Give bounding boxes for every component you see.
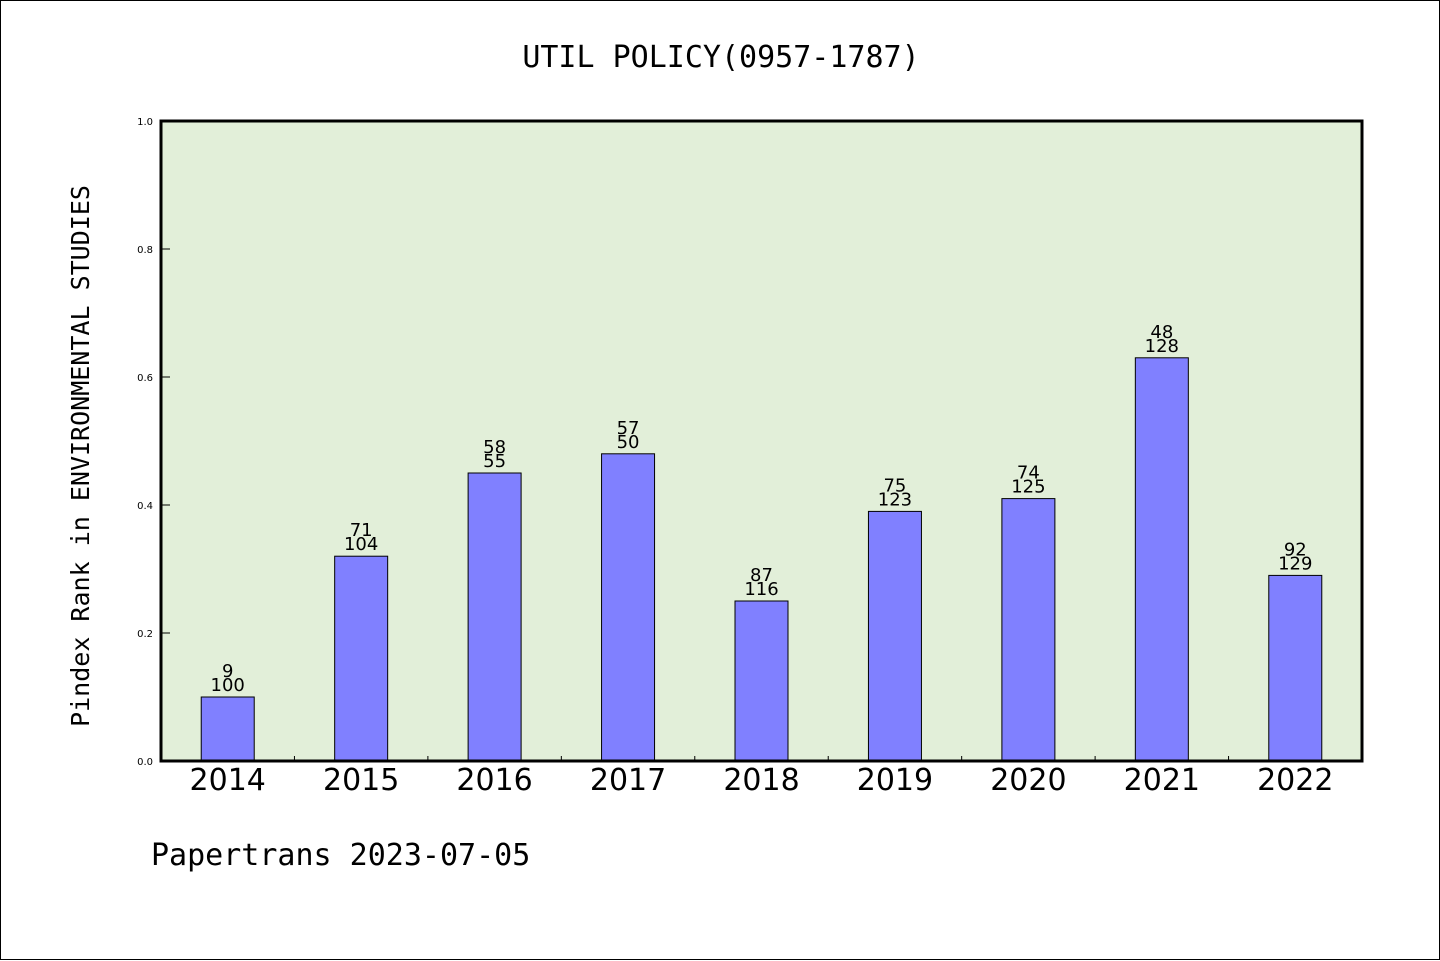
x-tick-label-2015: 2015 [323, 763, 399, 798]
x-tick-label-2020: 2020 [990, 763, 1066, 798]
y-tick-label: 1.0 [137, 117, 153, 128]
y-axis-label: Pindex Rank in ENVIRONMENTAL STUDIES [66, 185, 95, 727]
y-tick-label: 0.2 [137, 629, 153, 640]
plot-border [159, 119, 1364, 763]
y-tick-label: 0.8 [137, 245, 153, 256]
bar-label-bottom-2021: 128 [1145, 336, 1179, 357]
bar-2017 [601, 453, 656, 762]
bar-label-bottom-2020: 125 [1011, 477, 1045, 498]
bar-2014 [200, 696, 255, 762]
bar-label-bottom-2016: 55 [483, 451, 506, 472]
x-tick-label-2016: 2016 [456, 763, 532, 798]
y-tick-label: 0.4 [137, 501, 153, 512]
x-axis-ticks: 2014 2015 2016 2017 2018 2019 2020 2021 2022 [190, 756, 1333, 798]
bar-label-bottom-2014: 100 [211, 675, 245, 696]
bar-label-top-2020: 74 [1017, 463, 1040, 484]
x-tick-label-2021: 2021 [1124, 763, 1200, 798]
bar-label-bottom-2018: 116 [744, 579, 778, 600]
bar-2021 [1134, 357, 1189, 762]
bar-2020 [1001, 498, 1056, 762]
bar-2015 [334, 555, 389, 762]
bar-label-top-2017: 57 [617, 418, 640, 439]
chart-title: UTIL POLICY(0957-1787) [522, 40, 919, 75]
bar-label-top-2021: 48 [1150, 322, 1173, 343]
footer-credit: Papertrans 2023-07-05 [151, 838, 530, 873]
bar-label-top-2014: 9 [222, 661, 233, 682]
bar-2018 [734, 600, 789, 762]
bar-label-bottom-2022: 129 [1278, 553, 1312, 574]
x-tick-label-2017: 2017 [590, 763, 666, 798]
bar-label-top-2015: 71 [350, 520, 373, 541]
bar-label-bottom-2019: 123 [878, 489, 912, 510]
bar-label-bottom-2015: 104 [344, 534, 378, 555]
x-tick-label-2022: 2022 [1257, 763, 1333, 798]
y-tick-label: 0.0 [137, 757, 153, 768]
x-tick-label-2014: 2014 [190, 763, 266, 798]
bar-2022 [1268, 574, 1323, 762]
bar-label-top-2022: 92 [1284, 539, 1307, 560]
bar-2019 [867, 510, 922, 762]
bar-2016 [467, 472, 522, 762]
bar-label-top-2018: 87 [750, 565, 773, 586]
bar-label-top-2019: 75 [883, 475, 906, 496]
bar-label-top-2016: 58 [483, 437, 506, 458]
y-tick-label: 0.6 [137, 373, 153, 384]
x-tick-label-2019: 2019 [857, 763, 933, 798]
bar-label-bottom-2017: 50 [617, 432, 640, 453]
x-tick-label-2018: 2018 [723, 763, 799, 798]
